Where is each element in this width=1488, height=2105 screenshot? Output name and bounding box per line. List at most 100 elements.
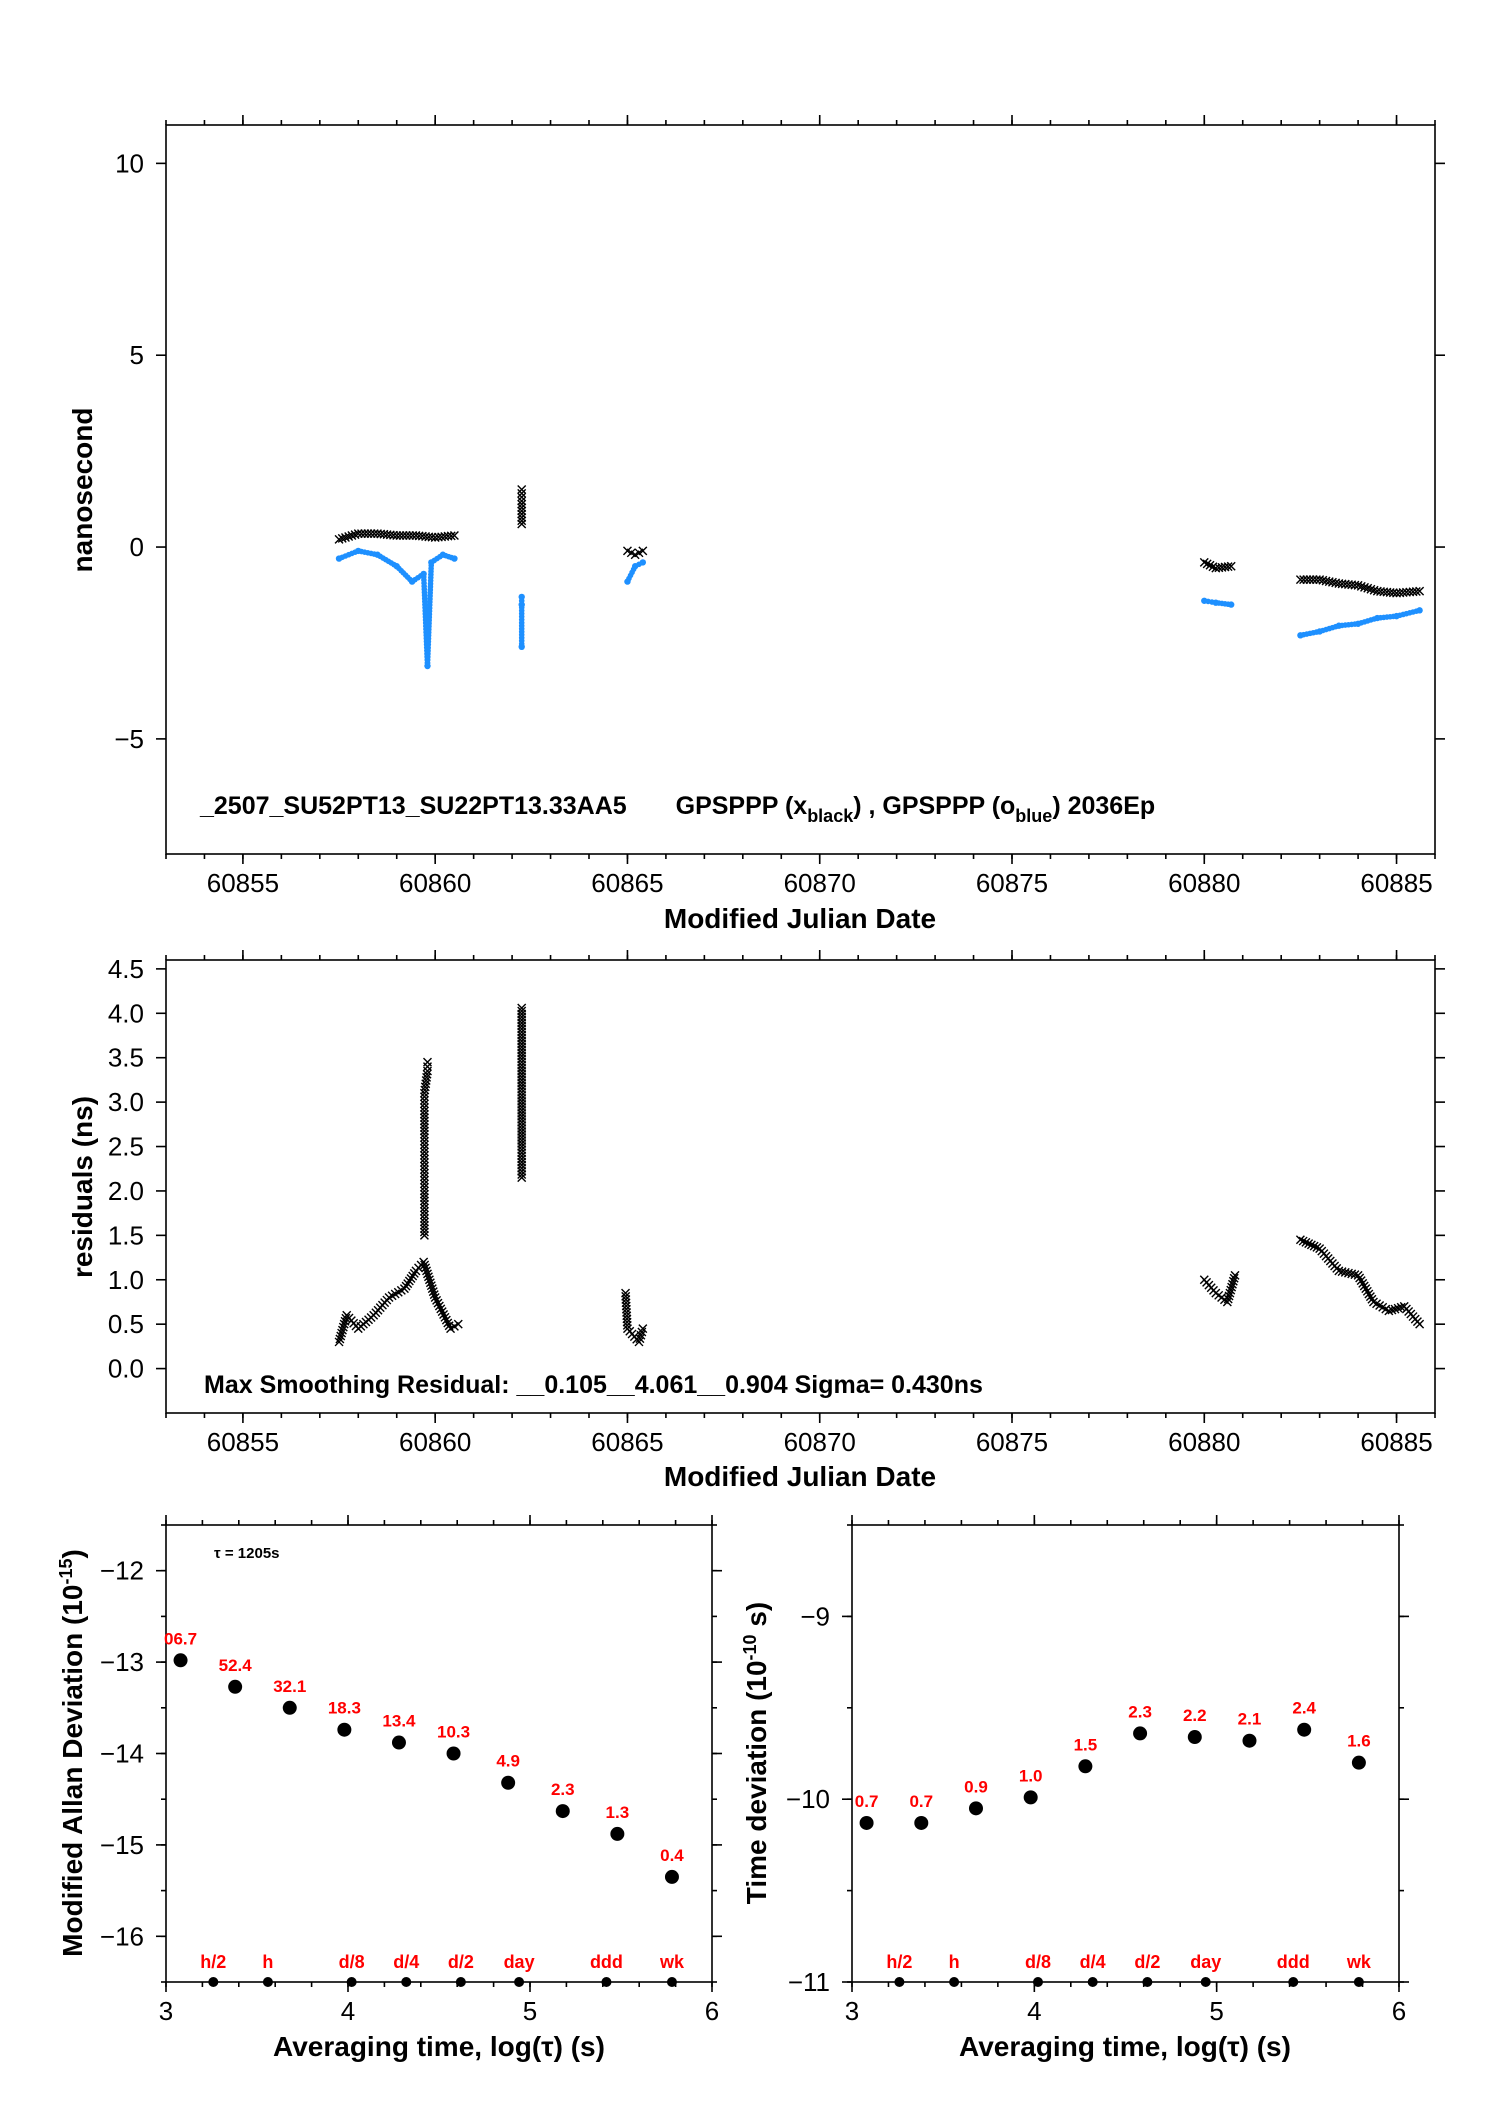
data-point-x [419, 1220, 429, 1230]
interval-marker [1288, 1977, 1299, 1987]
data-point-x [437, 1307, 447, 1317]
data-point-x [366, 529, 376, 539]
y-tick-label: 1.0 [108, 1265, 144, 1295]
y-tick-label: 0.5 [108, 1309, 144, 1339]
data-point-x [419, 1150, 429, 1160]
data-point-x [419, 1172, 429, 1182]
data-point-x [636, 1330, 646, 1340]
data-point-x [419, 1158, 429, 1168]
point-value-label: 0.4 [660, 1846, 684, 1865]
interval-label: day [504, 1952, 535, 1972]
data-point-x [420, 1260, 430, 1270]
series-data: 0.7 0.7 0.9 1.0 1.5 2.3 2.2 2.1 2.4 1.6 h/2 h d/8 d/4… [855, 1699, 1372, 1987]
data-point-x [1202, 559, 1212, 569]
point-value-label: 2.2 [1183, 1706, 1207, 1725]
residuals-panel: 60855 60860 60865 60870 60875 60880 60885 0.0 0.… [67, 950, 1445, 1492]
interval-label: h [262, 1952, 273, 1972]
y-tick-label: −11 [788, 1967, 830, 1997]
data-point-x [419, 1210, 429, 1220]
data-point-x [439, 1309, 449, 1319]
data-point-x [443, 1318, 453, 1328]
interval-marker [1087, 1977, 1098, 1987]
data-point-x [419, 1129, 429, 1139]
x-tick-label: 60875 [976, 1427, 1048, 1457]
y-tick-label: −5 [114, 724, 144, 754]
x-tick-label: 60860 [399, 1427, 471, 1457]
data-point-x [429, 1290, 439, 1300]
x-tick-label: 60865 [591, 1427, 663, 1457]
point-value-label: 0.9 [964, 1777, 988, 1796]
point-value-label: 2.1 [1238, 1710, 1262, 1729]
data-point-x [398, 531, 408, 541]
data-point-x [1199, 557, 1209, 567]
data-point-x [637, 1327, 647, 1337]
data-point-x [353, 529, 363, 539]
data-point-o [518, 643, 525, 651]
data-point-x [419, 1099, 429, 1109]
data-point-x [419, 1147, 429, 1157]
y-tick-label: 4.0 [108, 998, 144, 1028]
data-point-x [1222, 1297, 1232, 1307]
data-point-x [422, 1069, 432, 1079]
interval-marker [601, 1977, 612, 1987]
data-point-x [419, 1182, 429, 1192]
x-tick-label: 4 [1027, 1996, 1041, 2026]
deviation-point [664, 1869, 679, 1884]
data-point-x [334, 1337, 344, 1347]
deviation-point [1133, 1726, 1148, 1741]
time-offset-panel: 60855 60860 60865 60870 60875 60880 60885 −5 0 5 1… [67, 115, 1445, 934]
axis-ticks: 60855 60860 60865 60870 60875 60880 60885 0.0 0.… [108, 950, 1445, 1457]
y-tick-label: 5 [130, 340, 144, 370]
deviation-point [228, 1679, 243, 1694]
interval-label: wk [1346, 1952, 1372, 1972]
data-point-x [419, 1116, 429, 1126]
deviation-point [282, 1700, 297, 1715]
y-tick-label: 0 [130, 532, 144, 562]
data-point-x [517, 519, 527, 529]
data-point-x [1363, 583, 1373, 593]
data-point-x [1411, 586, 1421, 596]
data-point-x [340, 532, 350, 542]
series-data [334, 485, 1425, 670]
data-point-x [430, 1293, 440, 1303]
data-point-x [1302, 575, 1312, 585]
data-point-x [419, 1189, 429, 1199]
data-point-x [419, 1113, 429, 1123]
interval-label: h [949, 1952, 960, 1972]
black-subscript: black [807, 806, 854, 826]
interval-marker [208, 1977, 219, 1987]
interval-marker [455, 1977, 466, 1987]
x-tick-label: 60880 [1168, 868, 1240, 898]
data-point-x [1230, 1270, 1240, 1280]
axis-ticks: 60855 60860 60865 60870 60875 60880 60885 −5 0 5 1… [114, 115, 1445, 898]
data-point-x [517, 503, 527, 513]
interval-label: ddd [590, 1952, 623, 1972]
data-point-x [419, 1213, 429, 1223]
interval-label: d/8 [339, 1952, 365, 1972]
data-point-x [517, 488, 527, 498]
y-label-exponent: -15 [56, 1558, 76, 1584]
deviation-point [501, 1775, 516, 1790]
deviation-point [859, 1815, 874, 1830]
data-point-x [1299, 575, 1309, 585]
deviation-point [1351, 1755, 1366, 1770]
point-value-label: 4.9 [496, 1752, 520, 1771]
data-point-x [517, 499, 527, 509]
data-point-x [1366, 584, 1376, 594]
data-point-x [419, 1186, 429, 1196]
residual-annotation: Max Smoothing Residual: __0.105__4.061__… [204, 1371, 983, 1399]
data-point-x [419, 1140, 429, 1150]
data-point-x [1205, 560, 1215, 570]
y-tick-label: −16 [100, 1921, 144, 1951]
data-point-x [419, 1106, 429, 1116]
interval-marker [1200, 1977, 1211, 1987]
data-point-x [1361, 1284, 1371, 1294]
y-label-text: Time deviation (10 [741, 1660, 772, 1904]
point-value-label: 2.3 [1128, 1702, 1152, 1721]
data-point-x [419, 1095, 429, 1105]
x-axis-label: Modified Julian Date [664, 1461, 936, 1492]
data-point-x [426, 1281, 436, 1291]
data-point-x [1359, 1281, 1369, 1291]
point-value-label: 0.7 [909, 1792, 933, 1811]
y-tick-label: 2.5 [108, 1132, 144, 1162]
